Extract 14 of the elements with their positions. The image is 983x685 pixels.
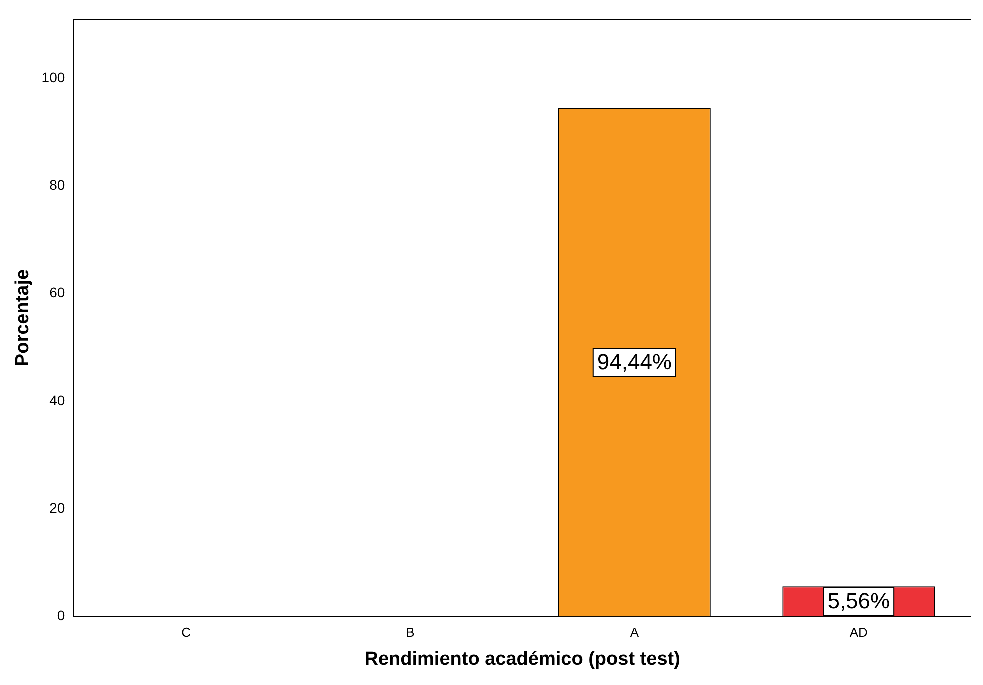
y-axis-title: Porcentaje	[12, 269, 34, 367]
y-tick-label: 20	[50, 500, 66, 516]
x-axis-title: Rendimiento académico (post test)	[364, 648, 680, 670]
y-tick-label: 0	[57, 607, 66, 624]
x-tick-label: A	[630, 624, 640, 640]
x-tick-label: C	[182, 624, 191, 640]
x-tick-label: AD	[850, 624, 868, 640]
data-label: 5,56%	[828, 588, 890, 614]
y-tick-label: 100	[42, 69, 66, 86]
x-tick-label: B	[406, 624, 415, 640]
y-tick-label: 60	[50, 284, 66, 301]
data-label: 94,44%	[597, 350, 672, 375]
y-tick-label: 80	[50, 177, 66, 194]
y-tick-label: 40	[50, 392, 66, 408]
